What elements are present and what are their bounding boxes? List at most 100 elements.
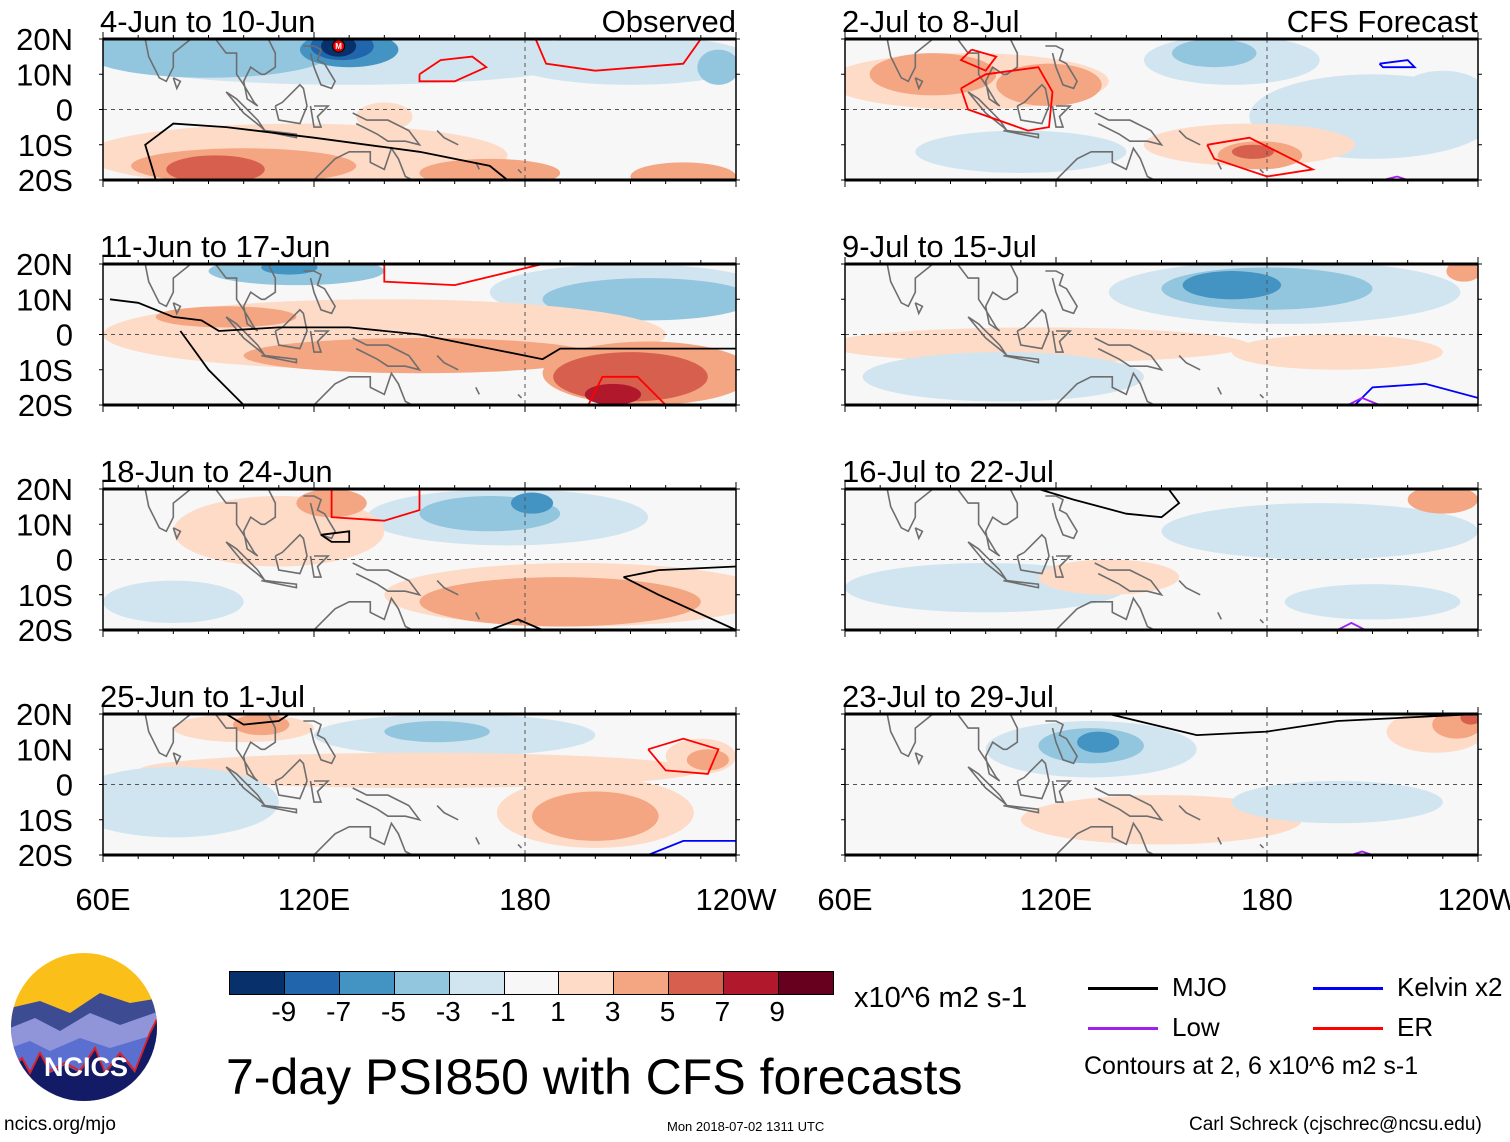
latitude-label: 0 [56,768,73,803]
panel-source-tag: Observed [602,4,736,39]
colorbar-swatch [338,972,394,994]
map-panel: 23-Jul to 29-Jul [841,679,1482,862]
colorbar-units: x10^6 m2 s-1 [854,982,1028,1014]
anomaly-shading [356,102,413,131]
coastline [1217,612,1223,620]
contour-er [383,264,543,287]
coastline [352,787,422,822]
legend-line-kelvin [1313,987,1383,990]
coastline [1054,821,1155,855]
coastline [144,714,192,758]
legend-label: MJO [1172,972,1227,1002]
colorbar-tick-label: 5 [659,996,676,1027]
coastline [1217,837,1223,845]
coastline [1054,596,1155,630]
legend-note: Contours at 2, 6 x10^6 m2 s-1 [1084,1052,1419,1080]
panel-date-range: 11-Jun to 17-Jun [100,229,330,264]
panel-date-range: 25-Jun to 1-Jul [100,679,305,714]
ncics-logo: NCICS [11,953,157,1101]
coastline [309,105,331,128]
panel-field [103,264,736,405]
anomaly-shading [419,158,561,180]
coastline [436,580,459,596]
panel-field [103,489,736,630]
longitude-label: 120E [278,882,350,917]
panel-field [845,714,1478,855]
coastline [914,752,924,766]
anomaly-shading [697,49,736,85]
coastline [312,596,413,630]
coastline [1045,720,1079,765]
longitude-label: 120E [1020,882,1092,917]
coastline [886,714,934,758]
contour-mjo [623,565,736,578]
coastline [1178,355,1201,371]
coastline [352,337,422,372]
legend-line-mjo [1088,987,1158,990]
coastline [214,39,277,107]
coastline [172,302,182,316]
coastline [303,270,337,315]
coastline [172,527,182,541]
map-panel: 2-Jul to 8-Jul CFS Forecast [841,4,1482,187]
latitude-label: 10S [18,803,73,838]
anomaly-shading [686,749,729,771]
latitude-label: 20S [18,163,73,198]
contour-mjo [1038,489,1181,519]
coastline [1217,162,1223,170]
latitude-label: 0 [56,318,73,353]
panel-date-range: 4-Jun to 10-Jun [100,4,315,39]
anomaly-shading [1161,503,1478,560]
coastline [261,354,298,364]
coastline [274,758,308,800]
panel-source-tag: CFS Forecast [1287,4,1479,39]
coastline [475,837,481,845]
legend-label: ER [1397,1012,1434,1042]
latitude-label: 20N [16,22,73,57]
anomaly-shading [166,155,265,180]
coastline [274,308,308,350]
coastline [309,330,331,353]
coastline [1045,495,1079,540]
panel-field [845,39,1478,180]
coastline [312,371,413,405]
contour-mjo [320,530,351,543]
colorbar-tick-label: -9 [271,996,297,1027]
contour-er [418,55,489,83]
panel-field [845,264,1478,405]
panel-field: M [103,39,736,180]
panel-date-range: 16-Jul to 22-Jul [842,454,1054,489]
coastline [1051,555,1073,578]
coastline [1003,354,1040,364]
legend-line-er [1313,1027,1383,1030]
coastline [956,714,1019,782]
latitude-label: 20N [16,697,73,732]
anomaly-shading [1038,559,1180,595]
anomaly-shading [1231,144,1275,159]
coastline [1016,533,1050,575]
legend-label: Kelvin x2 [1397,972,1503,1002]
coastline [1094,112,1164,147]
coastline [261,804,298,814]
anomaly-shading [103,580,244,623]
legend-line-low [1088,1027,1158,1030]
latitude-label: 20S [18,838,73,873]
colorbar-tick-label: 9 [769,996,785,1027]
anomaly-shading [862,352,1144,402]
colorbar [229,971,834,995]
contour-low [1347,396,1380,405]
anomaly-shading [507,39,736,85]
latitude-label: 10N [16,282,73,317]
colorbar-tick-label: -7 [326,996,352,1027]
coastline [517,843,523,849]
coastline [1054,146,1155,180]
coastline [1217,387,1223,395]
footer-url[interactable]: ncics.org/mjo [4,1114,116,1135]
map-panel: 16-Jul to 22-Jul [841,454,1482,637]
coastline [214,489,277,557]
anomaly-shading [1182,271,1282,300]
anomaly-shading [233,714,290,736]
